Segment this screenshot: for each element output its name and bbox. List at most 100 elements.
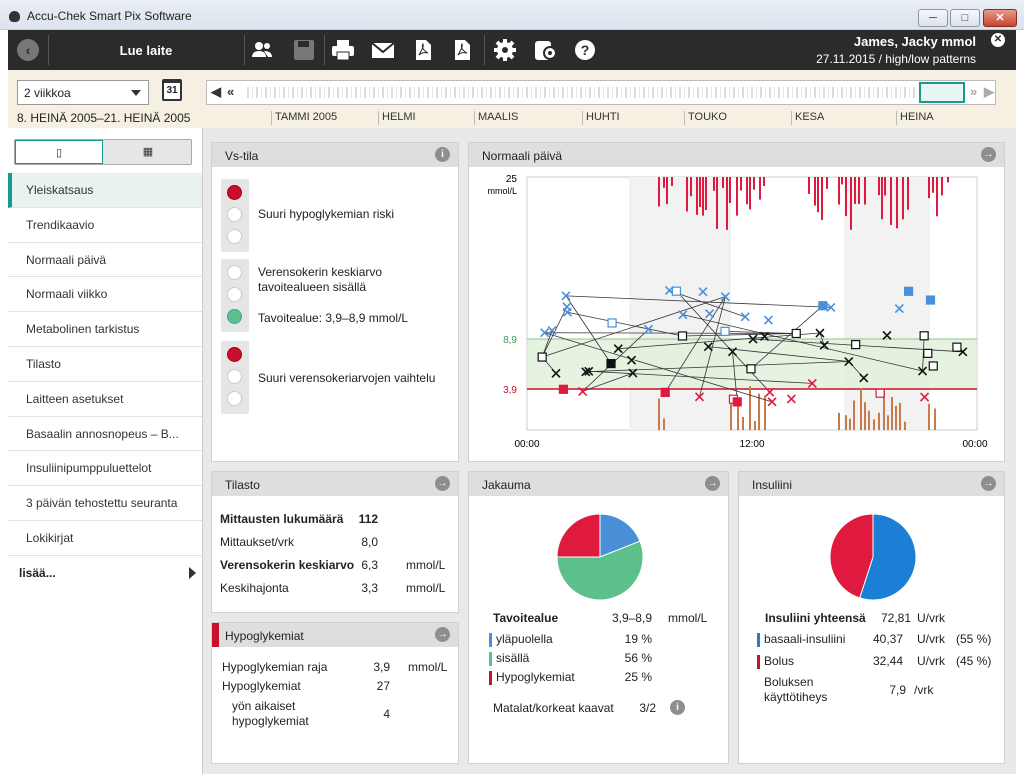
patterns-row: Matalat/korkeat kaavat 3/2 — [493, 701, 656, 715]
hypo-limit-row: Hypoglykemian raja 3,9 mmol/L — [222, 660, 448, 674]
sidebar-item-pump-lists[interactable]: Insuliinipumppuluettelot — [8, 451, 202, 487]
sidebar-item-3day[interactable]: 3 päivän tehostettu seuranta — [8, 486, 202, 521]
sidebar-item-basal-rate[interactable]: Basaalin annosnopeus – B... — [8, 417, 202, 452]
bg-marker — [759, 331, 770, 342]
arrow-right-icon[interactable]: → — [981, 147, 996, 162]
panel-header: Vs-tila i — [212, 143, 458, 167]
maximize-button[interactable]: □ — [950, 9, 980, 27]
arrow-right-icon[interactable]: → — [435, 627, 450, 642]
close-patient-icon[interactable]: ✕ — [991, 33, 1005, 47]
bg-marker — [746, 364, 756, 374]
bg-marker — [875, 388, 885, 398]
timeline-start-icon[interactable]: ◀ — [211, 84, 221, 99]
trend-line — [565, 295, 831, 308]
traffic-light-hypo — [221, 179, 249, 252]
help-icon[interactable]: ? — [572, 38, 598, 62]
bg-marker — [581, 367, 591, 377]
stat-row: Keskihajonta 3,3 mmol/L — [220, 581, 446, 595]
x-axis-label: 00:00 — [962, 439, 987, 450]
minimize-button[interactable]: ─ — [918, 9, 948, 27]
mail-icon[interactable] — [370, 38, 396, 62]
distribution-panel: Jakauma → Tavoitealue 3,9–8,9 mmol/L yläpuo… — [468, 471, 729, 764]
read-device-button[interactable]: Lue laite — [119, 43, 173, 58]
bg-marker — [765, 387, 775, 397]
bg-marker — [660, 387, 670, 397]
settings-icon[interactable] — [492, 38, 518, 62]
bg-marker — [819, 340, 829, 350]
normal-day-chart: 25 mmol/L 8,9 3,9 00:00 12:00 00:00 — [487, 174, 987, 450]
sidebar-item-normal-day[interactable]: Normaali päivä — [8, 243, 202, 278]
trend-line — [669, 290, 746, 318]
trend-line — [682, 333, 797, 337]
users-icon[interactable] — [249, 38, 275, 62]
sidebar-item-normal-week[interactable]: Normaali viikko — [8, 277, 202, 313]
bg-marker — [643, 324, 654, 334]
bg-marker — [791, 328, 801, 339]
within-row: sisällä 56 % — [489, 651, 720, 667]
timeline-end-icon[interactable]: ▶ — [984, 84, 994, 99]
device-settings-icon[interactable] — [532, 38, 558, 62]
bg-marker — [537, 352, 547, 362]
sidebar-item-device-settings[interactable]: Laitteen asetukset — [8, 382, 202, 417]
arrow-right-icon[interactable]: → — [981, 476, 996, 491]
sidebar-item-trend[interactable]: Trendikaavio — [8, 208, 202, 243]
timeline-month: TOUKO — [684, 111, 727, 125]
close-button[interactable]: ✕ — [983, 9, 1017, 27]
bg-marker — [786, 394, 796, 404]
single-view-button[interactable]: ▯ — [15, 140, 103, 164]
bg-marker — [671, 286, 682, 296]
bg-marker — [628, 368, 638, 378]
bg-marker — [720, 326, 730, 336]
save-icon[interactable] — [291, 38, 317, 62]
chevron-down-icon — [131, 90, 141, 96]
insulin-total-row: Insuliini yhteensä 72,81 U/vrk — [765, 611, 945, 625]
bg-marker — [547, 325, 557, 336]
insulin-pie-chart — [829, 513, 917, 601]
timeline-forward-icon[interactable]: » — [970, 84, 978, 99]
period-dropdown[interactable]: 2 viikkoa — [17, 80, 149, 105]
trend-line — [588, 370, 813, 384]
bg-marker — [826, 302, 836, 312]
panel-header: Normaali päivä → — [469, 143, 1004, 167]
stat-row: Verensokerin keskiarvo 6,3 mmol/L — [220, 558, 446, 572]
bg-marker — [551, 368, 561, 378]
sidebar: ▯ ▦ Yleiskatsaus Trendikaavio Normaali p… — [8, 128, 203, 774]
info-icon[interactable]: i — [435, 147, 450, 162]
timeline-month: KESA — [791, 111, 824, 125]
title-bar: Accu-Chek Smart Pix Software ─ □ ✕ — [0, 0, 1024, 30]
y-axis-top-label: 25 — [506, 174, 518, 185]
pdf-icon[interactable] — [410, 38, 436, 62]
statistics-panel: Tilasto → Mittausten lukumäärä 112 Mittauk… — [211, 471, 459, 613]
arrow-right-icon[interactable]: → — [705, 476, 720, 491]
traffic-light-variability — [221, 341, 249, 414]
bg-marker — [677, 331, 688, 341]
panel-header: Tilasto → — [212, 472, 458, 496]
print-icon[interactable] — [330, 38, 356, 62]
bg-marker — [882, 330, 892, 340]
timeline-rewind-icon[interactable]: « — [227, 84, 235, 99]
pie-slice-hypo — [556, 513, 601, 558]
sidebar-item-metabolic[interactable]: Metabolinen tarkistus — [8, 312, 202, 347]
sidebar-item-overview[interactable]: Yleiskatsaus — [8, 173, 202, 208]
bg-marker — [859, 373, 869, 383]
multi-view-button[interactable]: ▦ — [142, 146, 154, 158]
back-button[interactable]: ‹ — [17, 39, 39, 61]
sidebar-item-statistics[interactable]: Tilasto — [8, 347, 202, 382]
y-axis-low-label: 3,9 — [503, 385, 517, 396]
bg-marker — [678, 310, 688, 320]
sidebar-more[interactable]: lisää... — [8, 556, 202, 590]
bg-marker — [578, 386, 588, 396]
bg-marker — [923, 348, 933, 358]
arrow-right-icon[interactable]: → — [435, 476, 450, 491]
timeline-selection-handle[interactable] — [919, 82, 965, 103]
bg-marker — [558, 384, 569, 394]
timeline-slider[interactable]: ◀ « » ▶ — [206, 80, 996, 105]
calendar-icon[interactable]: 31 — [162, 79, 182, 101]
pdf-export-icon[interactable] — [449, 38, 475, 62]
bg-marker — [703, 342, 713, 352]
traffic-light-average — [221, 259, 249, 332]
bg-status-panel: Vs-tila i Suuri hypoglykemian riski Veren… — [211, 142, 459, 462]
hypo-panel: Hypoglykemiat → Hypoglykemian raja 3,9 mmol… — [211, 622, 459, 764]
info-icon[interactable]: i — [670, 700, 685, 715]
sidebar-item-logbooks[interactable]: Lokikirjat — [8, 521, 202, 556]
